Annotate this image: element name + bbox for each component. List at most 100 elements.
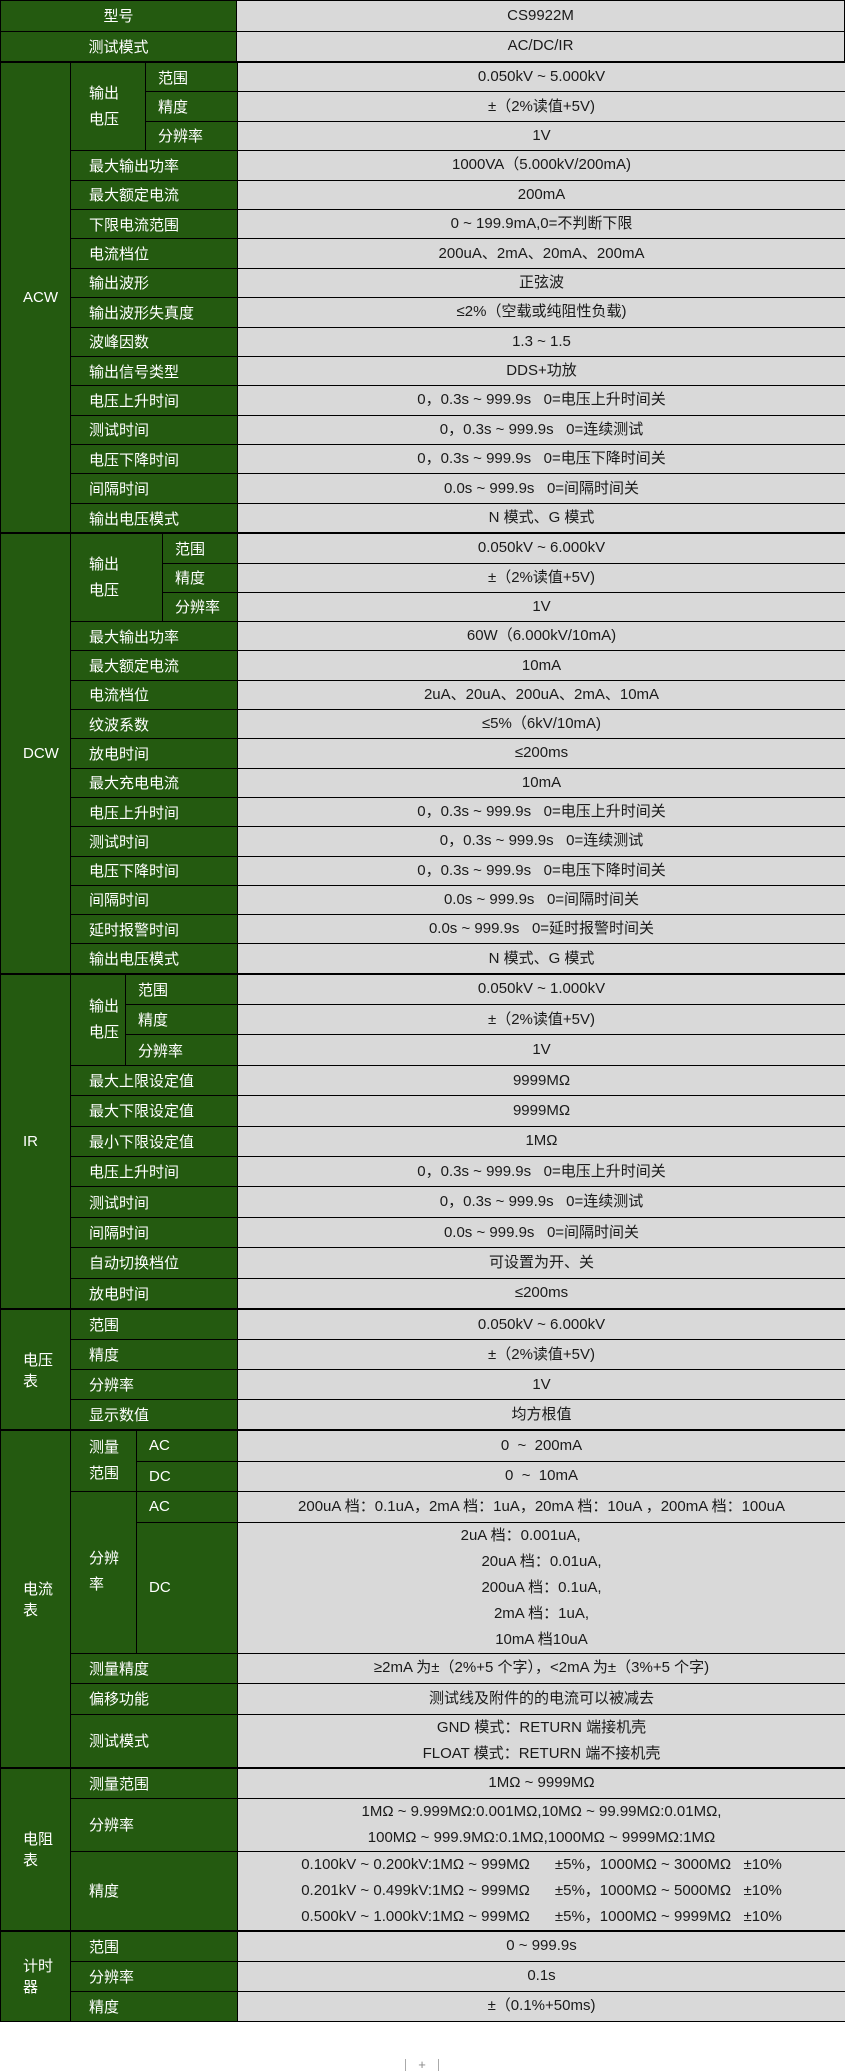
table-row: 显示数值均方根值 (1, 1400, 845, 1430)
table-row: 自动切换档位可设置为开、关 (1, 1248, 845, 1278)
row-value: ±（2%读值+5V) (238, 1005, 845, 1035)
row-value: ≤200ms (238, 739, 845, 768)
table-row: 放电时间≤200ms (1, 739, 845, 768)
row-label: 放电时间 (71, 739, 238, 768)
row-label: 电压下降时间 (71, 445, 238, 474)
row-value: 0.100kV ~ 0.200kV:1MΩ ~ 999MΩ ±5%，1000MΩ… (238, 1851, 845, 1930)
row-label: 自动切换档位 (71, 1248, 238, 1278)
section-label: IR (1, 974, 71, 1308)
table-row: 纹波系数≤5%（6kV/10mA) (1, 710, 845, 739)
group-label-line: 测量 (89, 1435, 132, 1461)
value-line: 20uA 档：0.01uA, (242, 1549, 841, 1575)
section-label: DCW (1, 534, 71, 973)
value-line: GND 模式：RETURN 端接机壳 (242, 1715, 841, 1741)
group-label-line: 范围 (89, 1461, 132, 1487)
row-label: 输出电压模式 (71, 503, 238, 532)
row-value: 1MΩ ~ 9999MΩ (238, 1768, 845, 1798)
sub-label: 精度 (163, 563, 238, 592)
row-value: 10mA (238, 651, 845, 680)
row-label: 输出波形失真度 (71, 298, 238, 327)
row-label: 电压下降时间 (71, 856, 238, 885)
row-value: 0，0.3s ~ 999.9s 0=连续测试 (238, 415, 845, 444)
row-label: 输出信号类型 (71, 356, 238, 385)
row-value: 9999MΩ (238, 1096, 845, 1126)
row-label: 间隔时间 (71, 885, 238, 914)
row-value: 10mA (238, 768, 845, 797)
group-label-line: 输出 (89, 81, 141, 107)
row-value: 200mA (238, 180, 845, 209)
row-value: 0，0.3s ~ 999.9s 0=电压下降时间关 (238, 856, 845, 885)
row-value: 200uA、2mA、20mA、200mA (238, 239, 845, 268)
value-line: 0.201kV ~ 0.499kV:1MΩ ~ 999MΩ ±5%，1000MΩ… (242, 1878, 841, 1904)
row-label: 测量精度 (71, 1653, 238, 1684)
row-value: 1V (238, 1370, 845, 1400)
row-label: 测试时间 (71, 415, 238, 444)
sub-label: 范围 (126, 974, 238, 1004)
row-value: 2uA、20uA、200uA、2mA、10mA (238, 680, 845, 709)
row-label: 下限电流范围 (71, 209, 238, 238)
group-label-line: 分辨率 (89, 1546, 132, 1598)
row-value: 0 ~ 200mA (238, 1431, 845, 1462)
sub-label: 范围 (146, 63, 238, 92)
row-value: 0，0.3s ~ 999.9s 0=电压上升时间关 (238, 797, 845, 826)
row-label: 最大额定电流 (71, 180, 238, 209)
sub-label: 精度 (126, 1005, 238, 1035)
row-value: 0，0.3s ~ 999.9s 0=连续测试 (238, 1187, 845, 1217)
row-value: ±（2%读值+5V) (238, 92, 845, 121)
row-label: 最大充电电流 (71, 768, 238, 797)
add-sheet-button[interactable]: + (405, 2059, 439, 2071)
group-label-line: 输出 (89, 994, 121, 1020)
group-label: 分辨率 (71, 1492, 137, 1654)
sub-label: 分辨率 (163, 592, 238, 621)
group-label: 输出电压 (71, 974, 126, 1065)
row-label: 显示数值 (71, 1400, 238, 1430)
row-value: 0.0s ~ 999.9s 0=间隔时间关 (238, 1217, 845, 1247)
sub-label: DC (137, 1461, 238, 1492)
row-label: 测试模式 (71, 1714, 238, 1767)
row-value: 正弦波 (238, 268, 845, 297)
group-label-line: 电压 (89, 578, 158, 604)
row-value: 0.050kV ~ 5.000kV (238, 63, 845, 92)
sub-label: AC (137, 1492, 238, 1523)
row-label: 分辨率 (71, 1961, 238, 1991)
row-label: 分辨率 (71, 1798, 238, 1851)
row-label: 范围 (71, 1931, 238, 1961)
row-label: 测试时间 (71, 1187, 238, 1217)
sub-label: DC (137, 1522, 238, 1653)
row-label: 范围 (71, 1310, 238, 1340)
row-value: 1MΩ (238, 1126, 845, 1156)
sub-label: 分辨率 (146, 121, 238, 150)
group-label: 输出电压 (71, 63, 146, 151)
row-value: N 模式、G 模式 (238, 503, 845, 532)
row-label: 最大输出功率 (71, 622, 238, 651)
row-value: 9999MΩ (238, 1065, 845, 1095)
table-row: 精度±（2%读值+5V) (1, 1005, 845, 1035)
